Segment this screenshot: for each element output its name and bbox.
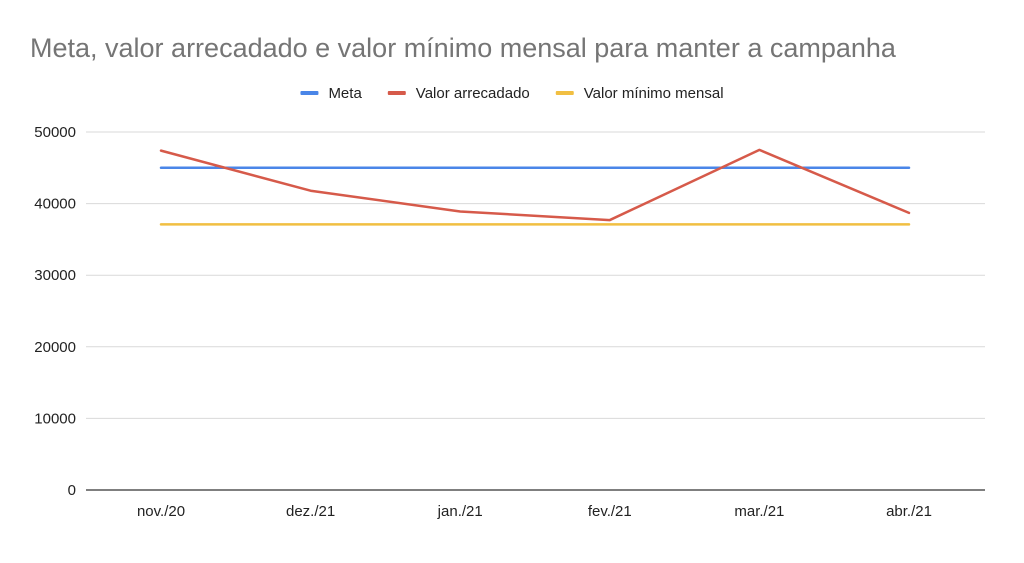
- x-tick-label: abr./21: [886, 503, 932, 520]
- y-tick-label: 0: [68, 482, 76, 499]
- y-tick-label: 30000: [34, 267, 76, 284]
- legend-swatch: [555, 91, 574, 95]
- legend-label: Meta: [328, 85, 362, 102]
- series-line-2: [159, 148, 911, 222]
- y-axis-tick-labels: 0 10000 20000 30000 40000 50000: [34, 124, 76, 499]
- x-axis-tick-labels: nov./20 dez./21 jan./21 fev./21 mar./21 abr./…: [137, 503, 932, 520]
- legend-label: Valor mínimo mensal: [584, 85, 724, 102]
- legend-swatch: [300, 91, 319, 95]
- legend: Meta Valor arrecadado Valor mínimo mensal: [300, 85, 724, 102]
- y-tick-label: 50000: [34, 124, 76, 141]
- y-tick-label: 10000: [34, 410, 76, 427]
- legend-label: Valor arrecadado: [416, 85, 530, 102]
- x-tick-label: mar./21: [734, 503, 784, 520]
- y-tick-label: 40000: [34, 196, 76, 213]
- series-lines: [159, 148, 911, 226]
- x-tick-label: fev./21: [588, 503, 632, 520]
- x-tick-label: nov./20: [137, 503, 185, 520]
- chart-title: Meta, valor arrecadado e valor mínimo me…: [30, 33, 897, 63]
- gridlines: [86, 131, 985, 419]
- x-tick-label: dez./21: [286, 503, 335, 520]
- legend-swatch: [387, 91, 406, 95]
- x-tick-label: jan./21: [437, 503, 483, 520]
- y-tick-label: 20000: [34, 339, 76, 356]
